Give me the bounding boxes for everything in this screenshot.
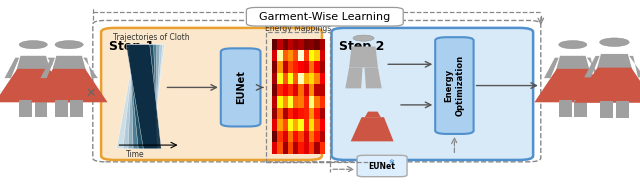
Text: Trajectories of Cloth: Trajectories of Cloth	[113, 33, 190, 42]
Text: Garment-Wise Learning: Garment-Wise Learning	[259, 12, 390, 22]
Polygon shape	[555, 56, 591, 74]
Polygon shape	[128, 45, 160, 149]
Polygon shape	[128, 45, 157, 149]
Polygon shape	[47, 58, 62, 78]
FancyBboxPatch shape	[435, 37, 474, 134]
FancyBboxPatch shape	[332, 28, 533, 160]
Text: Step 2: Step 2	[339, 40, 385, 53]
Polygon shape	[351, 117, 394, 141]
Polygon shape	[346, 68, 362, 88]
FancyBboxPatch shape	[246, 7, 403, 26]
Text: Energy Mappings: Energy Mappings	[265, 24, 332, 33]
Circle shape	[559, 41, 587, 49]
Text: EUNet: EUNet	[236, 70, 246, 104]
Polygon shape	[123, 45, 163, 149]
Polygon shape	[596, 54, 633, 73]
Polygon shape	[600, 101, 613, 118]
FancyBboxPatch shape	[221, 48, 260, 126]
Text: Energy
Optimization: Energy Optimization	[444, 55, 465, 116]
Polygon shape	[364, 68, 381, 88]
Polygon shape	[51, 56, 87, 74]
Polygon shape	[70, 100, 83, 117]
Polygon shape	[629, 56, 640, 77]
Polygon shape	[559, 100, 572, 117]
Polygon shape	[4, 58, 19, 78]
Polygon shape	[55, 100, 68, 117]
Polygon shape	[574, 100, 587, 117]
Text: ❄: ❄	[388, 159, 395, 165]
Polygon shape	[587, 58, 602, 78]
Polygon shape	[349, 46, 378, 68]
Polygon shape	[584, 56, 600, 77]
FancyBboxPatch shape	[357, 155, 407, 177]
Bar	[266, 32, 330, 162]
Circle shape	[55, 41, 83, 49]
Polygon shape	[83, 58, 98, 78]
Circle shape	[353, 35, 374, 41]
Circle shape	[600, 38, 629, 46]
Polygon shape	[131, 45, 157, 149]
Polygon shape	[574, 68, 640, 103]
Polygon shape	[616, 101, 629, 118]
Text: Step 1: Step 1	[109, 40, 154, 53]
Polygon shape	[116, 45, 164, 149]
Text: EUNet: EUNet	[369, 162, 396, 171]
Polygon shape	[365, 112, 381, 117]
Polygon shape	[35, 100, 47, 117]
Polygon shape	[534, 69, 611, 102]
FancyBboxPatch shape	[101, 28, 322, 160]
Text: Time: Time	[126, 150, 145, 159]
Polygon shape	[126, 45, 161, 149]
Polygon shape	[15, 56, 51, 74]
Text: ✕: ✕	[86, 86, 96, 100]
Polygon shape	[544, 58, 559, 78]
Polygon shape	[31, 69, 108, 102]
Polygon shape	[40, 58, 55, 78]
Polygon shape	[19, 100, 32, 117]
Circle shape	[19, 41, 47, 49]
Polygon shape	[0, 69, 72, 102]
